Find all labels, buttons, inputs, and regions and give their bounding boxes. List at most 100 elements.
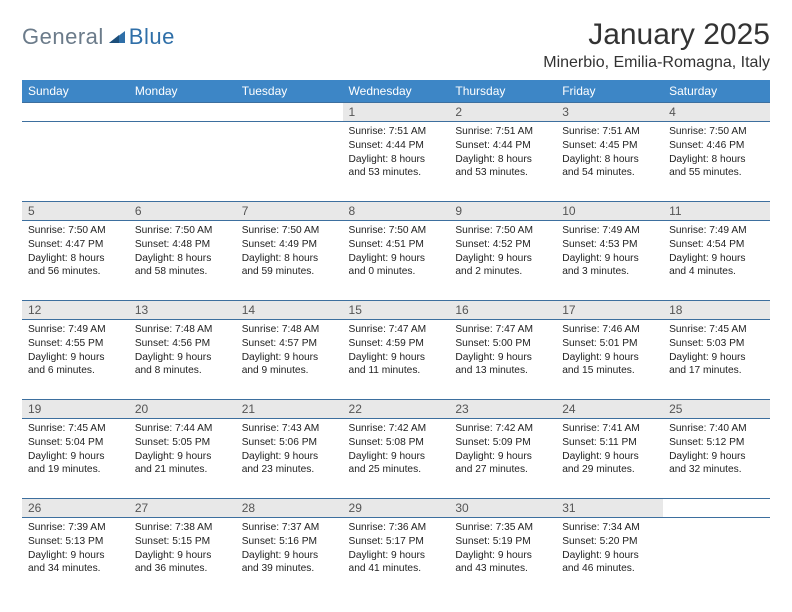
daylight-line-1: Daylight: 9 hours — [669, 252, 764, 266]
day-cell-content: Sunrise: 7:50 AMSunset: 4:51 PMDaylight:… — [349, 224, 444, 279]
day-cell-content: Sunrise: 7:42 AMSunset: 5:08 PMDaylight:… — [349, 422, 444, 477]
sunrise-line: Sunrise: 7:43 AM — [242, 422, 337, 436]
daylight-line-1: Daylight: 9 hours — [349, 252, 444, 266]
day-number-cell: 15 — [343, 301, 450, 320]
day-cell: Sunrise: 7:49 AMSunset: 4:53 PMDaylight:… — [556, 221, 663, 301]
day-number-cell — [129, 103, 236, 122]
day-header: Sunday — [22, 80, 129, 103]
day-cell-content: Sunrise: 7:47 AMSunset: 5:00 PMDaylight:… — [455, 323, 550, 378]
month-title: January 2025 — [543, 18, 770, 52]
week-row: Sunrise: 7:45 AMSunset: 5:04 PMDaylight:… — [22, 419, 770, 499]
sunset-line: Sunset: 4:47 PM — [28, 238, 123, 252]
day-cell: Sunrise: 7:50 AMSunset: 4:51 PMDaylight:… — [343, 221, 450, 301]
day-cell: Sunrise: 7:39 AMSunset: 5:13 PMDaylight:… — [22, 518, 129, 598]
day-cell — [663, 518, 770, 598]
day-number-cell: 8 — [343, 202, 450, 221]
sunrise-line: Sunrise: 7:50 AM — [669, 125, 764, 139]
day-cell: Sunrise: 7:51 AMSunset: 4:44 PMDaylight:… — [343, 122, 450, 202]
day-cell: Sunrise: 7:45 AMSunset: 5:04 PMDaylight:… — [22, 419, 129, 499]
daylight-line-2: and 25 minutes. — [349, 463, 444, 477]
sunset-line: Sunset: 5:06 PM — [242, 436, 337, 450]
daylight-line-2: and 55 minutes. — [669, 166, 764, 180]
day-number-cell: 17 — [556, 301, 663, 320]
day-cell — [22, 122, 129, 202]
day-cell: Sunrise: 7:40 AMSunset: 5:12 PMDaylight:… — [663, 419, 770, 499]
day-cell-content: Sunrise: 7:50 AMSunset: 4:48 PMDaylight:… — [135, 224, 230, 279]
day-cell: Sunrise: 7:34 AMSunset: 5:20 PMDaylight:… — [556, 518, 663, 598]
sunset-line: Sunset: 5:05 PM — [135, 436, 230, 450]
day-cell-content: Sunrise: 7:51 AMSunset: 4:44 PMDaylight:… — [455, 125, 550, 180]
daylight-line-2: and 15 minutes. — [562, 364, 657, 378]
day-cell: Sunrise: 7:48 AMSunset: 4:57 PMDaylight:… — [236, 320, 343, 400]
sunset-line: Sunset: 4:49 PM — [242, 238, 337, 252]
title-block: January 2025 Minerbio, Emilia-Romagna, I… — [543, 18, 770, 72]
daylight-line-2: and 54 minutes. — [562, 166, 657, 180]
day-cell: Sunrise: 7:50 AMSunset: 4:48 PMDaylight:… — [129, 221, 236, 301]
sunrise-line: Sunrise: 7:51 AM — [455, 125, 550, 139]
sunrise-line: Sunrise: 7:50 AM — [28, 224, 123, 238]
day-number-cell: 3 — [556, 103, 663, 122]
day-header-row: SundayMondayTuesdayWednesdayThursdayFrid… — [22, 80, 770, 103]
day-cell: Sunrise: 7:38 AMSunset: 5:15 PMDaylight:… — [129, 518, 236, 598]
daylight-line-2: and 19 minutes. — [28, 463, 123, 477]
sunset-line: Sunset: 4:54 PM — [669, 238, 764, 252]
day-number-cell: 23 — [449, 400, 556, 419]
sunrise-line: Sunrise: 7:47 AM — [349, 323, 444, 337]
daylight-line-2: and 11 minutes. — [349, 364, 444, 378]
day-number-cell: 14 — [236, 301, 343, 320]
day-cell: Sunrise: 7:47 AMSunset: 4:59 PMDaylight:… — [343, 320, 450, 400]
week-row: Sunrise: 7:39 AMSunset: 5:13 PMDaylight:… — [22, 518, 770, 598]
daylight-line-1: Daylight: 8 hours — [349, 153, 444, 167]
day-number-cell: 1 — [343, 103, 450, 122]
daylight-line-1: Daylight: 8 hours — [28, 252, 123, 266]
day-header: Thursday — [449, 80, 556, 103]
sunrise-line: Sunrise: 7:41 AM — [562, 422, 657, 436]
daylight-line-1: Daylight: 8 hours — [562, 153, 657, 167]
day-number-cell: 19 — [22, 400, 129, 419]
day-number-cell: 27 — [129, 499, 236, 518]
sunset-line: Sunset: 5:01 PM — [562, 337, 657, 351]
daylight-line-2: and 13 minutes. — [455, 364, 550, 378]
day-number-cell: 16 — [449, 301, 556, 320]
daylight-line-2: and 43 minutes. — [455, 562, 550, 576]
daylight-line-1: Daylight: 9 hours — [669, 351, 764, 365]
day-cell-content: Sunrise: 7:50 AMSunset: 4:52 PMDaylight:… — [455, 224, 550, 279]
sunrise-line: Sunrise: 7:34 AM — [562, 521, 657, 535]
day-cell: Sunrise: 7:48 AMSunset: 4:56 PMDaylight:… — [129, 320, 236, 400]
day-cell: Sunrise: 7:46 AMSunset: 5:01 PMDaylight:… — [556, 320, 663, 400]
daylight-line-2: and 39 minutes. — [242, 562, 337, 576]
daylight-line-1: Daylight: 9 hours — [455, 351, 550, 365]
daylight-line-2: and 27 minutes. — [455, 463, 550, 477]
daynum-row: 567891011 — [22, 202, 770, 221]
daylight-line-1: Daylight: 9 hours — [455, 252, 550, 266]
day-cell: Sunrise: 7:43 AMSunset: 5:06 PMDaylight:… — [236, 419, 343, 499]
daylight-line-1: Daylight: 9 hours — [669, 450, 764, 464]
daylight-line-1: Daylight: 9 hours — [28, 549, 123, 563]
sunset-line: Sunset: 5:17 PM — [349, 535, 444, 549]
day-cell: Sunrise: 7:36 AMSunset: 5:17 PMDaylight:… — [343, 518, 450, 598]
daylight-line-1: Daylight: 9 hours — [562, 351, 657, 365]
day-number-cell: 10 — [556, 202, 663, 221]
day-cell-content: Sunrise: 7:47 AMSunset: 4:59 PMDaylight:… — [349, 323, 444, 378]
sunset-line: Sunset: 5:04 PM — [28, 436, 123, 450]
logo: General Blue — [22, 18, 175, 50]
sunrise-line: Sunrise: 7:42 AM — [349, 422, 444, 436]
sunset-line: Sunset: 5:00 PM — [455, 337, 550, 351]
day-header: Friday — [556, 80, 663, 103]
daynum-row: 262728293031 — [22, 499, 770, 518]
sunset-line: Sunset: 5:11 PM — [562, 436, 657, 450]
day-cell: Sunrise: 7:42 AMSunset: 5:09 PMDaylight:… — [449, 419, 556, 499]
sunset-line: Sunset: 4:56 PM — [135, 337, 230, 351]
daylight-line-2: and 58 minutes. — [135, 265, 230, 279]
day-cell-content: Sunrise: 7:48 AMSunset: 4:57 PMDaylight:… — [242, 323, 337, 378]
sunset-line: Sunset: 4:48 PM — [135, 238, 230, 252]
logo-text-blue: Blue — [129, 24, 175, 50]
sunset-line: Sunset: 5:19 PM — [455, 535, 550, 549]
day-number-cell: 28 — [236, 499, 343, 518]
day-header: Tuesday — [236, 80, 343, 103]
sunset-line: Sunset: 4:51 PM — [349, 238, 444, 252]
day-cell-content: Sunrise: 7:44 AMSunset: 5:05 PMDaylight:… — [135, 422, 230, 477]
day-number-cell — [236, 103, 343, 122]
day-cell-content: Sunrise: 7:37 AMSunset: 5:16 PMDaylight:… — [242, 521, 337, 576]
day-cell-content: Sunrise: 7:42 AMSunset: 5:09 PMDaylight:… — [455, 422, 550, 477]
